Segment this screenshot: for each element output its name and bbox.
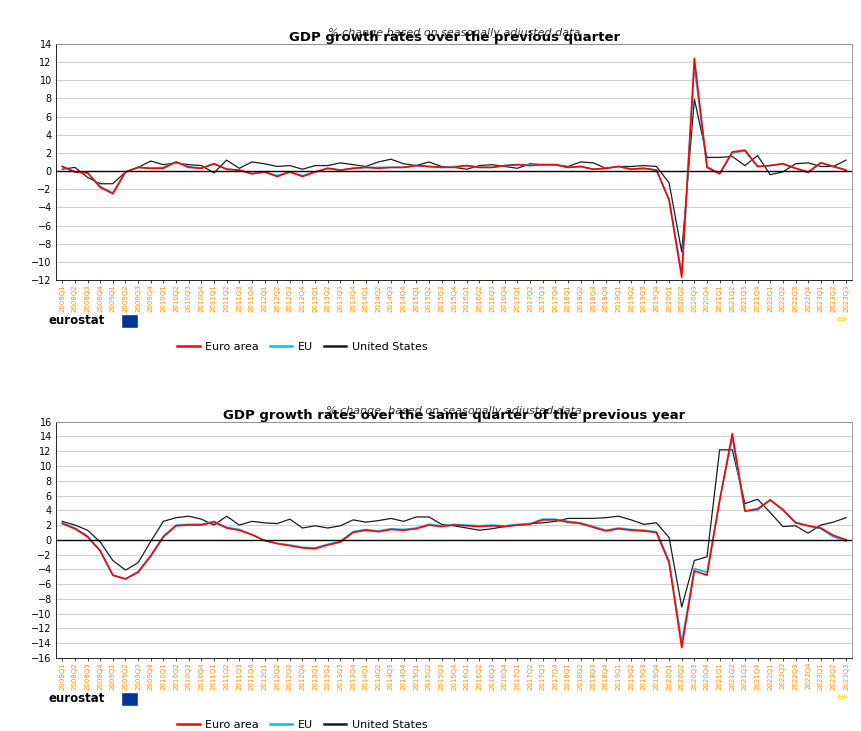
Text: eurostat: eurostat <box>48 314 104 327</box>
Legend: Euro area, EU, United States: Euro area, EU, United States <box>173 338 432 357</box>
Title: GDP growth rates over the previous quarter: GDP growth rates over the previous quart… <box>288 31 620 44</box>
Text: ✏: ✏ <box>837 691 848 705</box>
Text: ✏: ✏ <box>837 313 848 327</box>
FancyBboxPatch shape <box>122 316 138 328</box>
Legend: Euro area, EU, United States: Euro area, EU, United States <box>173 716 432 731</box>
Text: % change, based on seasonally adjusted data: % change, based on seasonally adjusted d… <box>326 406 582 416</box>
Text: % change based on seasonally adjusted data: % change based on seasonally adjusted da… <box>328 28 580 38</box>
Title: GDP growth rates over the same quarter of the previous year: GDP growth rates over the same quarter o… <box>223 409 685 422</box>
Text: eurostat: eurostat <box>48 692 104 705</box>
FancyBboxPatch shape <box>122 693 138 706</box>
